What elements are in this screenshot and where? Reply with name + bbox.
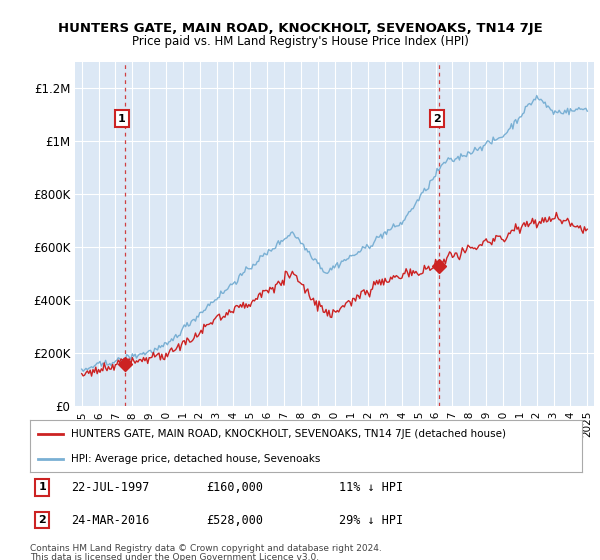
Text: £528,000: £528,000 — [206, 514, 263, 526]
Text: 1: 1 — [118, 114, 126, 124]
Text: £160,000: £160,000 — [206, 481, 263, 494]
Text: 2: 2 — [433, 114, 440, 124]
Text: 22-JUL-1997: 22-JUL-1997 — [71, 481, 150, 494]
Text: 1: 1 — [38, 482, 46, 492]
Text: This data is licensed under the Open Government Licence v3.0.: This data is licensed under the Open Gov… — [30, 553, 319, 560]
Text: Price paid vs. HM Land Registry's House Price Index (HPI): Price paid vs. HM Land Registry's House … — [131, 35, 469, 48]
Text: 11% ↓ HPI: 11% ↓ HPI — [339, 481, 403, 494]
Text: HPI: Average price, detached house, Sevenoaks: HPI: Average price, detached house, Seve… — [71, 454, 321, 464]
Text: HUNTERS GATE, MAIN ROAD, KNOCKHOLT, SEVENOAKS, TN14 7JE: HUNTERS GATE, MAIN ROAD, KNOCKHOLT, SEVE… — [58, 22, 542, 35]
Text: HUNTERS GATE, MAIN ROAD, KNOCKHOLT, SEVENOAKS, TN14 7JE (detached house): HUNTERS GATE, MAIN ROAD, KNOCKHOLT, SEVE… — [71, 429, 506, 439]
Text: Contains HM Land Registry data © Crown copyright and database right 2024.: Contains HM Land Registry data © Crown c… — [30, 544, 382, 553]
Text: 24-MAR-2016: 24-MAR-2016 — [71, 514, 150, 526]
Text: 2: 2 — [38, 515, 46, 525]
Text: 29% ↓ HPI: 29% ↓ HPI — [339, 514, 403, 526]
